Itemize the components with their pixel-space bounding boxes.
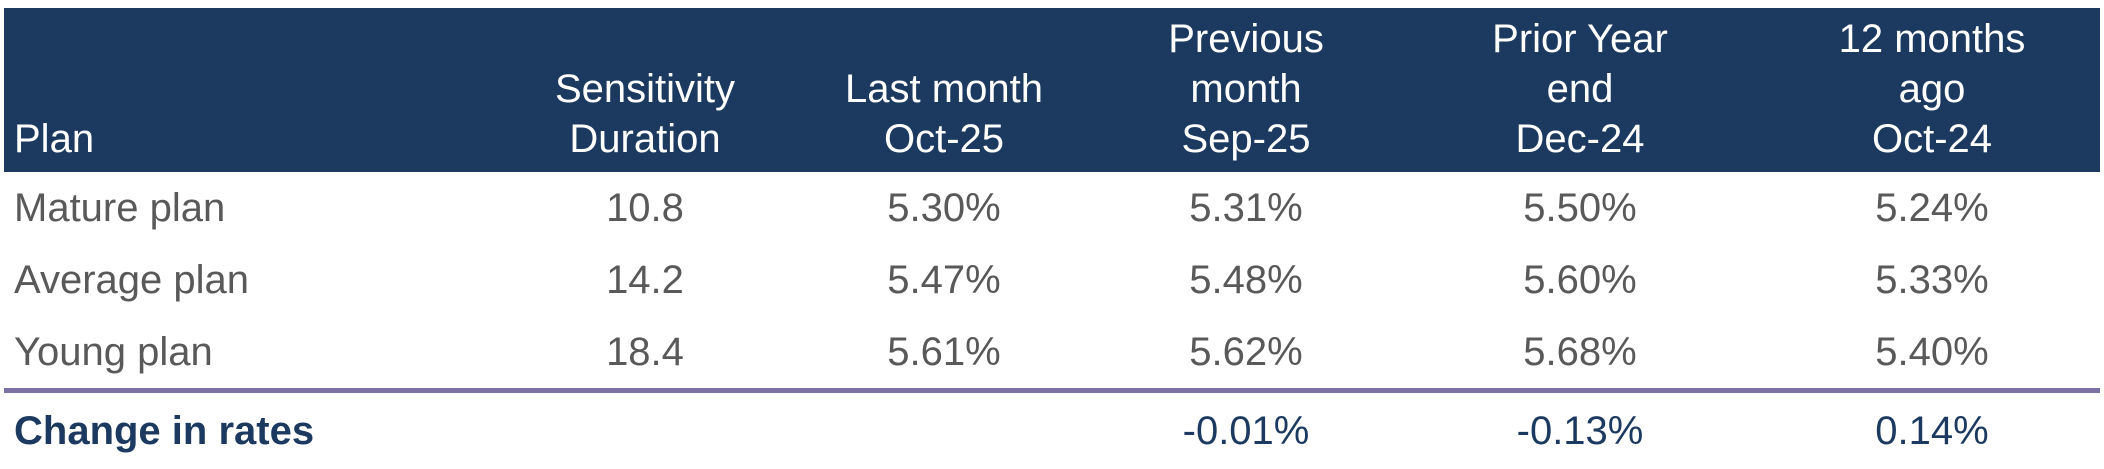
cell-duration-change [498, 391, 792, 469]
header-line: Last month [792, 64, 1096, 114]
column-header-prior-year-end: Prior Year end Dec-24 [1396, 8, 1764, 172]
cell-prior-year-end: 5.50% [1396, 172, 1764, 244]
cell-12-months-ago: 5.33% [1764, 244, 2100, 316]
cell-12-months-ago: 5.40% [1764, 316, 2100, 391]
table-header: Plan Sensitivity Duration Last month Oct… [4, 8, 2100, 172]
cell-duration: 10.8 [498, 172, 792, 244]
row-young-plan: Young plan 18.4 5.61% 5.62% 5.68% 5.40% [4, 316, 2100, 391]
header-line: Dec-24 [1396, 114, 1764, 164]
header-line: 12 months [1764, 14, 2100, 64]
cell-previous-month: 5.31% [1096, 172, 1396, 244]
cell-previous-month: 5.62% [1096, 316, 1396, 391]
cell-plan-name: Mature plan [4, 172, 498, 244]
header-line: Plan [14, 114, 498, 164]
column-header-last-month: Last month Oct-25 [792, 8, 1096, 172]
row-average-plan: Average plan 14.2 5.47% 5.48% 5.60% 5.33… [4, 244, 2100, 316]
header-line: Oct-25 [792, 114, 1096, 164]
cell-duration: 14.2 [498, 244, 792, 316]
cell-last-month: 5.47% [792, 244, 1096, 316]
row-change-in-rates: Change in rates -0.01% -0.13% 0.14% [4, 391, 2100, 469]
cell-previous-month: 5.48% [1096, 244, 1396, 316]
summary-label: Change in rates [4, 391, 498, 469]
cell-prior-year-end: 5.68% [1396, 316, 1764, 391]
header-row: Plan Sensitivity Duration Last month Oct… [4, 8, 2100, 172]
header-line: Sep-25 [1096, 114, 1396, 164]
cell-last-month: 5.61% [792, 316, 1096, 391]
cell-12-months-ago-change: 0.14% [1764, 391, 2100, 469]
column-header-previous-month: Previous month Sep-25 [1096, 8, 1396, 172]
header-line: Duration [498, 114, 792, 164]
cell-plan-name: Young plan [4, 316, 498, 391]
column-header-sensitivity-duration: Sensitivity Duration [498, 8, 792, 172]
header-line: Oct-24 [1764, 114, 2100, 164]
table-body: Mature plan 10.8 5.30% 5.31% 5.50% 5.24%… [4, 172, 2100, 469]
cell-12-months-ago: 5.24% [1764, 172, 2100, 244]
column-header-plan: Plan [4, 8, 498, 172]
cell-duration: 18.4 [498, 316, 792, 391]
cell-last-month-change [792, 391, 1096, 469]
cell-previous-month-change: -0.01% [1096, 391, 1396, 469]
cell-prior-year-end: 5.60% [1396, 244, 1764, 316]
header-line: ago [1764, 64, 2100, 114]
cell-plan-name: Average plan [4, 244, 498, 316]
header-line: Previous [1096, 14, 1396, 64]
header-line: end [1396, 64, 1764, 114]
cell-prior-year-end-change: -0.13% [1396, 391, 1764, 469]
row-mature-plan: Mature plan 10.8 5.30% 5.31% 5.50% 5.24% [4, 172, 2100, 244]
header-line: Prior Year [1396, 14, 1764, 64]
column-header-12-months-ago: 12 months ago Oct-24 [1764, 8, 2100, 172]
cell-last-month: 5.30% [792, 172, 1096, 244]
discount-rates-table: Plan Sensitivity Duration Last month Oct… [4, 8, 2100, 469]
header-line: Sensitivity [498, 64, 792, 114]
header-line: month [1096, 64, 1396, 114]
